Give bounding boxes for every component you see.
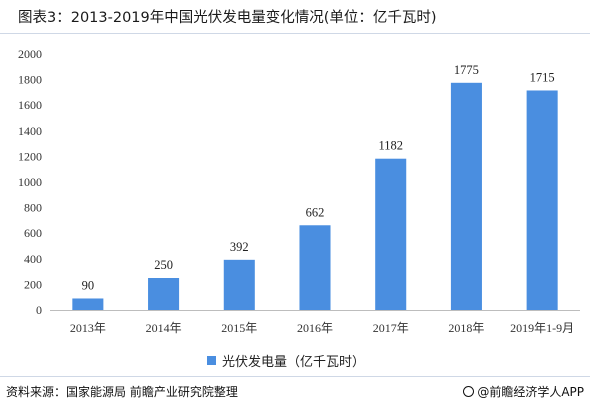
x-tick-label: 2015年 [221,321,257,335]
bar [450,82,482,310]
y-tick-label: 1200 [18,149,42,163]
bar [223,259,255,310]
data-label: 90 [82,278,95,292]
y-tick-label: 1800 [18,73,42,87]
qianzhan-logo-icon [463,386,475,397]
bar [148,278,180,310]
y-tick-label: 0 [36,303,42,317]
title-divider [0,33,590,34]
source-note: 资料来源：国家能源局 前瞻产业研究院整理 [6,385,238,399]
brand-label: @前瞻经济学人APP [477,385,584,399]
y-tick-label: 200 [24,277,42,291]
y-tick-label: 1000 [18,175,42,189]
x-tick-label: 2018年 [448,321,484,335]
y-tick-label: 800 [24,201,42,215]
bar [526,90,558,310]
y-tick-label: 2000 [18,47,42,61]
data-label: 1715 [530,70,555,84]
y-tick-label: 400 [24,252,42,266]
footer-divider [0,376,590,377]
legend: 光伏发电量（亿千瓦时） [207,351,365,370]
x-tick-label: 2019年1-9月 [510,321,574,335]
y-tick-label: 1600 [18,98,42,112]
legend-swatch [207,356,216,365]
brand-credit: @前瞻经济学人APP [463,383,584,400]
x-tick-label: 2017年 [373,321,409,335]
legend-label: 光伏发电量（亿千瓦时） [222,355,366,370]
bar [72,298,104,310]
chart-title: 图表3：2013-2019年中国光伏发电量变化情况(单位：亿千瓦时) [18,10,437,26]
data-label: 250 [154,258,173,272]
bar-chart: 0 200 400 600 800 1000 1200 1400 1600 1800 2000 90 2… [18,47,580,335]
bar [299,225,331,310]
data-label: 392 [230,240,249,254]
bar [375,158,407,310]
data-label: 1775 [454,63,479,77]
x-tick-label: 2014年 [146,321,182,335]
data-label: 1182 [378,139,403,153]
data-label: 662 [306,205,325,219]
y-tick-label: 1400 [18,124,42,138]
x-tick-label: 2013年 [70,321,106,335]
y-tick-label: 600 [24,226,42,240]
x-tick-label: 2016年 [297,321,333,335]
